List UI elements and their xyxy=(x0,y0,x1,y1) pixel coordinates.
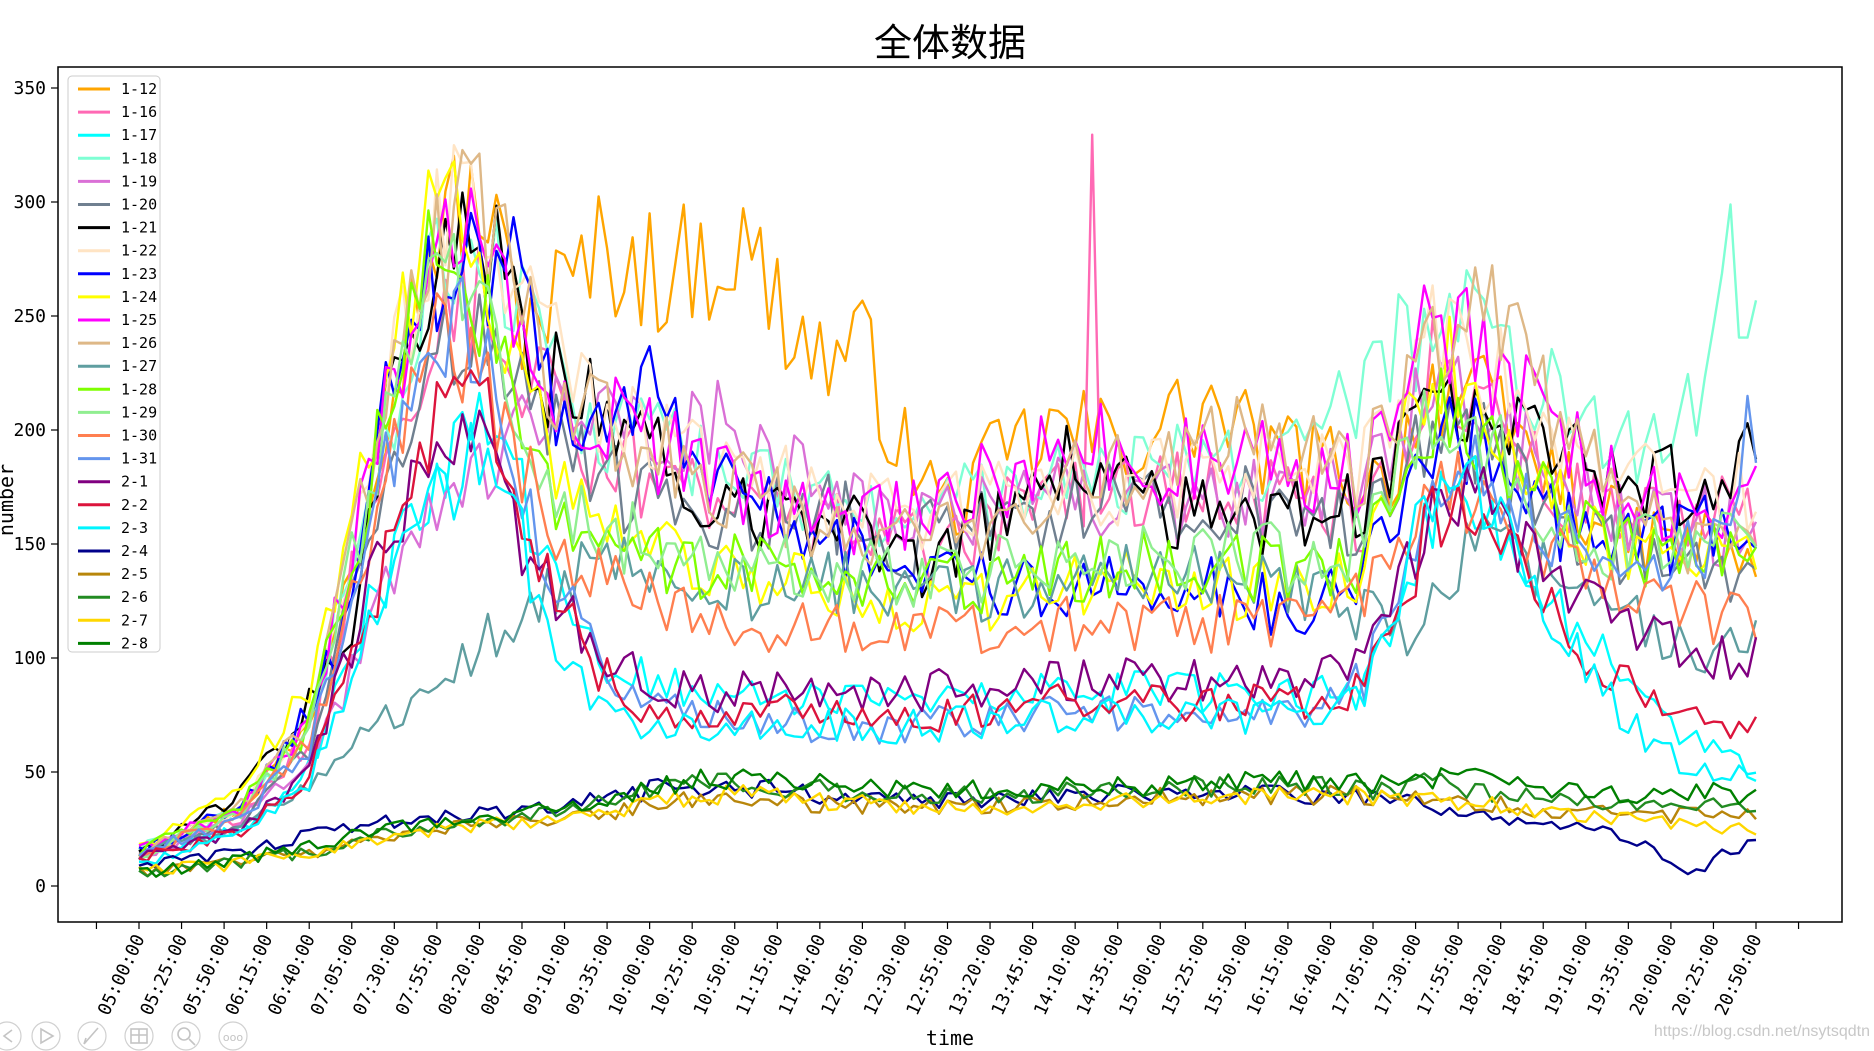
legend: 1-12 1-16 1-17 1-18 1-19 1-20 1-21 1-22 1-23 1-24… xyxy=(67,75,161,653)
legend-label-2-1: 2-1 xyxy=(121,473,148,491)
y-tick-label: 200 xyxy=(13,420,46,441)
series-line-1-28 xyxy=(138,209,1758,858)
legend-label-1-19: 1-19 xyxy=(121,172,157,190)
y-tick-label: 0 xyxy=(35,876,46,897)
legend-label-2-7: 2-7 xyxy=(121,611,148,629)
legend-label-1-25: 1-25 xyxy=(121,311,157,329)
x-axis-label: time xyxy=(926,1026,974,1050)
series-line-2-4 xyxy=(138,778,1757,876)
series-line-1-31 xyxy=(138,276,1758,857)
series-line-1-29 xyxy=(138,232,1757,859)
legend-box xyxy=(67,75,161,653)
zoom-icon[interactable] xyxy=(171,1021,201,1051)
legend-label-1-24: 1-24 xyxy=(121,288,157,306)
legend-label-1-18: 1-18 xyxy=(121,149,157,167)
legend-label-1-16: 1-16 xyxy=(121,103,157,121)
play-icon[interactable] xyxy=(31,1021,61,1051)
plot-frame xyxy=(57,66,1843,923)
series-line-2-1 xyxy=(138,409,1758,861)
legend-label-1-28: 1-28 xyxy=(121,380,157,398)
legend-label-1-29: 1-29 xyxy=(121,403,157,421)
legend-label-1-23: 1-23 xyxy=(121,265,157,283)
series-line-1-26 xyxy=(138,148,1758,860)
series-lines xyxy=(138,133,1758,878)
y-tick-label: 150 xyxy=(13,534,46,555)
chart-title: 全体数据 xyxy=(874,21,1026,65)
presentation-toolbar: ooo xyxy=(0,1021,248,1051)
y-axis: 0 50 100 150 200 250 300 350 xyxy=(13,78,58,897)
series-line-2-2 xyxy=(138,369,1758,862)
legend-label-2-5: 2-5 xyxy=(121,565,148,583)
y-tick-label: 100 xyxy=(13,648,46,669)
y-tick-label: 350 xyxy=(13,78,46,99)
legend-label-1-31: 1-31 xyxy=(121,450,157,468)
legend-label-1-30: 1-30 xyxy=(121,427,157,445)
legend-label-2-8: 2-8 xyxy=(121,634,148,652)
layout-icon[interactable] xyxy=(124,1021,154,1051)
legend-label-2-6: 2-6 xyxy=(121,588,148,606)
watermark: https://blog.csdn.net/nsytsqdtn xyxy=(1654,1023,1870,1040)
legend-label-1-22: 1-22 xyxy=(121,242,157,260)
y-tick-label: 250 xyxy=(13,306,46,327)
legend-label-2-3: 2-3 xyxy=(121,519,148,537)
series-line-2-7 xyxy=(138,784,1757,875)
y-axis-label: number xyxy=(0,464,18,536)
legend-label-1-21: 1-21 xyxy=(121,219,157,237)
legend-label-2-2: 2-2 xyxy=(121,496,148,514)
legend-label-1-12: 1-12 xyxy=(121,80,157,98)
legend-label-1-17: 1-17 xyxy=(121,126,157,144)
more-label: ooo xyxy=(223,1031,243,1044)
legend-label-1-27: 1-27 xyxy=(121,357,157,375)
series-line-2-6 xyxy=(138,772,1757,878)
y-tick-label: 50 xyxy=(24,762,46,783)
legend-label-1-26: 1-26 xyxy=(121,334,157,352)
y-tick-label: 300 xyxy=(13,192,46,213)
legend-label-2-4: 2-4 xyxy=(121,542,148,560)
legend-label-1-20: 1-20 xyxy=(121,196,157,214)
series-line-2-8 xyxy=(138,767,1757,878)
pen-icon[interactable] xyxy=(77,1021,107,1051)
left-arrow-icon[interactable] xyxy=(0,1021,22,1051)
more-icon[interactable]: ooo xyxy=(218,1021,248,1051)
series-line-1-23 xyxy=(138,211,1757,852)
series-line-2-3 xyxy=(138,421,1757,865)
